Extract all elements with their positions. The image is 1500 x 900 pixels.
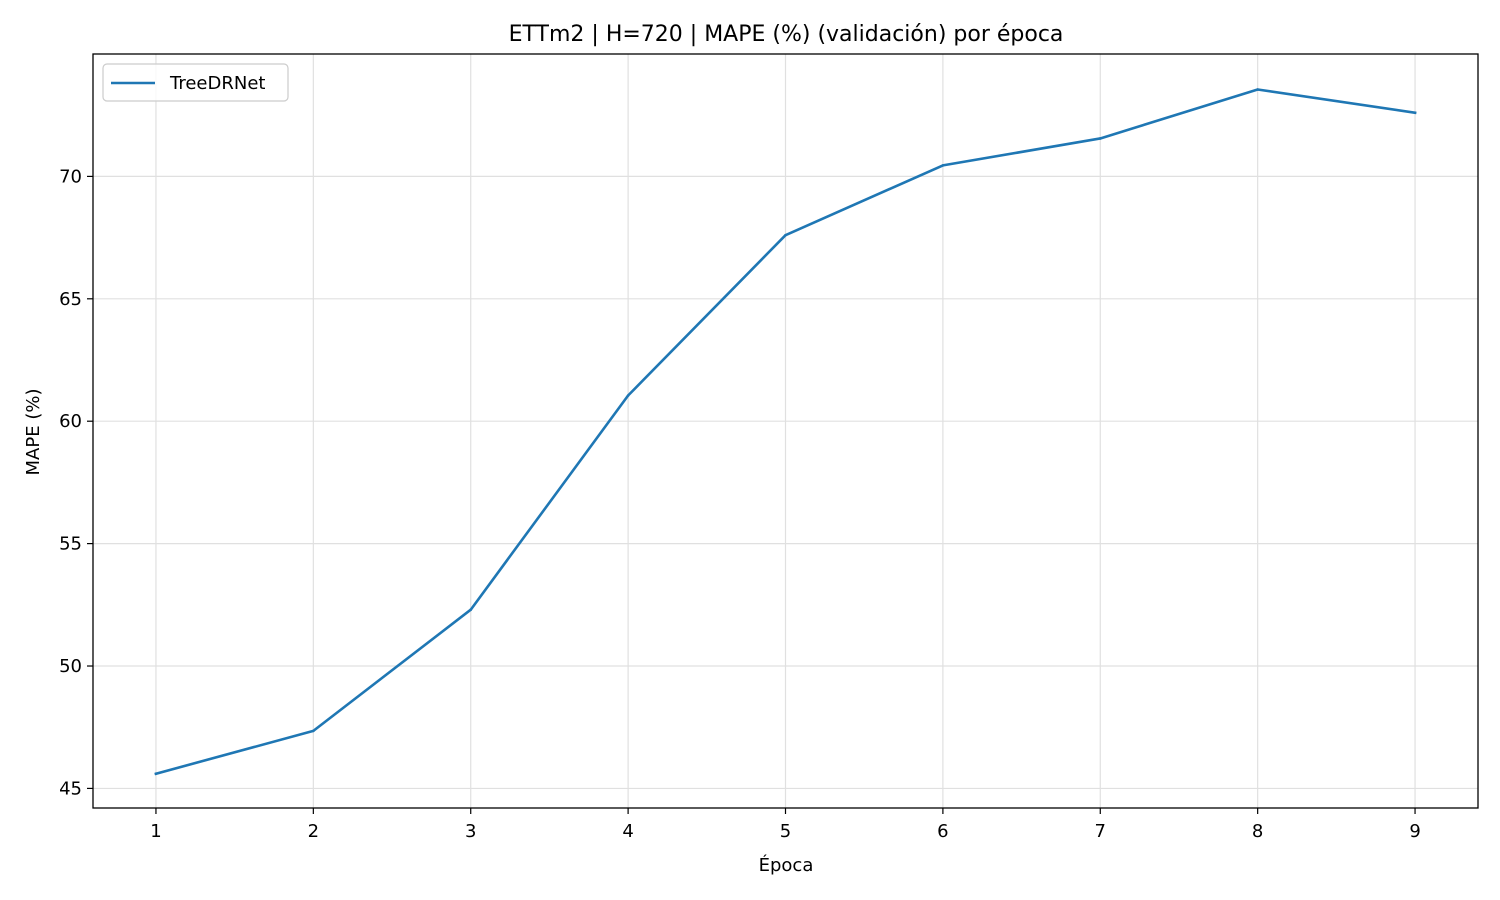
data-point xyxy=(1098,137,1102,140)
x-tick-label: 8 xyxy=(1252,821,1263,842)
grid xyxy=(93,54,1478,808)
data-point xyxy=(784,233,787,237)
data-point xyxy=(941,164,945,167)
y-tick-label: 45 xyxy=(59,778,82,799)
y-tick-label: 65 xyxy=(59,289,82,310)
legend-box xyxy=(102,63,289,102)
data-point xyxy=(154,772,158,776)
x-tick-label: 2 xyxy=(308,821,319,842)
x-tick-label: 7 xyxy=(1095,821,1106,842)
x-tick-label: 6 xyxy=(937,821,948,842)
data-point xyxy=(1256,88,1259,91)
x-tick-label: 1 xyxy=(150,821,161,842)
y-tick-label: 60 xyxy=(59,411,82,432)
data-point xyxy=(1413,111,1417,115)
data-point xyxy=(469,608,473,612)
x-tick-label: 3 xyxy=(465,821,476,842)
x-tick-label: 5 xyxy=(780,821,791,842)
plot-area xyxy=(154,88,1417,776)
x-tick-label: 9 xyxy=(1409,821,1420,842)
y-tick-label: 70 xyxy=(59,166,82,187)
y-tick-label: 55 xyxy=(59,534,82,555)
x-tick-label: 4 xyxy=(622,821,633,842)
y-tick-label: 50 xyxy=(59,656,82,677)
data-point xyxy=(312,729,315,733)
chart-title: ETTm2 | H=720 | MAPE (%) (validación) po… xyxy=(509,22,1064,47)
x-axis-label: Época xyxy=(759,854,814,876)
legend-label: TreeDRNet xyxy=(169,73,265,94)
legend: TreeDRNet xyxy=(102,63,289,102)
y-axis-label: MAPE (%) xyxy=(23,389,44,476)
data-point xyxy=(626,394,630,397)
